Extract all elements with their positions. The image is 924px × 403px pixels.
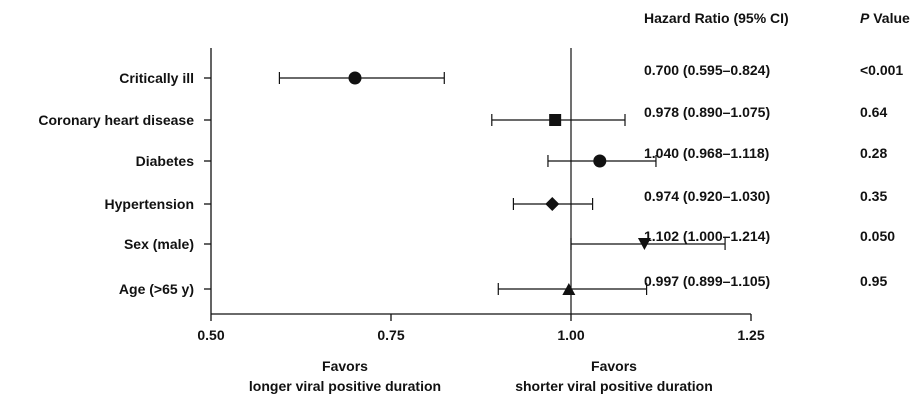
estimate-marker xyxy=(593,154,607,168)
estimate-marker xyxy=(549,114,562,126)
forest-row: Coronary heart disease 0.978 (0.890–1.075… xyxy=(38,104,887,128)
estimate-marker xyxy=(545,197,560,211)
p-value: <0.001 xyxy=(860,62,903,78)
hazard-ratio-value: 0.997 (0.899–1.105) xyxy=(644,273,770,289)
estimate-marker xyxy=(562,283,576,295)
hazard-ratio-value: 0.978 (0.890–1.075) xyxy=(644,104,770,120)
row-label: Sex (male) xyxy=(124,236,194,252)
favors-left-line1: Favors xyxy=(322,358,368,374)
p-value: 0.28 xyxy=(860,145,887,161)
hazard-ratio-value: 0.700 (0.595–0.824) xyxy=(644,62,770,78)
p-value: 0.050 xyxy=(860,228,895,244)
x-tick-label: 0.75 xyxy=(377,327,404,343)
favors-right-line1: Favors xyxy=(591,358,637,374)
hazard-ratio-value: 1.102 (1.000–1.214) xyxy=(644,228,770,244)
hazard-ratio-value: 0.974 (0.920–1.030) xyxy=(644,188,770,204)
favors-left-line2: longer viral positive duration xyxy=(249,378,441,394)
forest-row: Hypertension 0.974 (0.920–1.030) 0.35 xyxy=(105,188,888,212)
forest-row: Sex (male) 1.102 (1.000–1.214) 0.050 xyxy=(124,228,895,252)
p-value: 0.35 xyxy=(860,188,887,204)
row-label: Age (>65 y) xyxy=(119,281,194,297)
row-label: Diabetes xyxy=(136,153,195,169)
row-label: Coronary heart disease xyxy=(38,112,194,128)
row-label: Hypertension xyxy=(105,196,194,212)
x-tick-label: 1.00 xyxy=(557,327,584,343)
hazard-ratio-value: 1.040 (0.968–1.118) xyxy=(644,145,769,161)
estimate-marker xyxy=(348,71,362,85)
forest-row: Diabetes 1.040 (0.968–1.118) 0.28 xyxy=(136,145,888,169)
forest-row: Age (>65 y) 0.997 (0.899–1.105) 0.95 xyxy=(119,273,888,297)
row-label: Critically ill xyxy=(119,70,194,86)
estimate-marker xyxy=(637,238,651,250)
p-value: 0.64 xyxy=(860,104,887,120)
hr-column-header: Hazard Ratio (95% CI) xyxy=(644,10,789,26)
x-tick-label: 0.50 xyxy=(197,327,224,343)
p-header-rest: Value xyxy=(869,10,910,26)
x-tick-label: 1.25 xyxy=(737,327,764,343)
p-value-column-header: P Value xyxy=(860,10,910,26)
p-header-italic: P xyxy=(860,10,870,26)
favors-right-line2: shorter viral positive duration xyxy=(515,378,713,394)
p-value: 0.95 xyxy=(860,273,887,289)
forest-row: Critically ill 0.700 (0.595–0.824) <0.001 xyxy=(119,62,903,86)
